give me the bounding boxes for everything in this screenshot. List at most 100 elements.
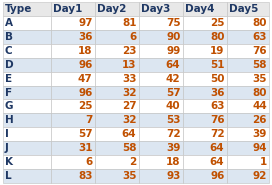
Bar <box>139 141 183 155</box>
Bar <box>95 141 139 155</box>
Bar <box>3 58 51 72</box>
Text: 27: 27 <box>122 101 137 111</box>
Bar <box>51 44 95 58</box>
Bar <box>139 113 183 127</box>
Bar <box>227 113 269 127</box>
Text: 25: 25 <box>210 18 224 28</box>
Text: 36: 36 <box>210 88 224 97</box>
Bar <box>95 44 139 58</box>
Text: 35: 35 <box>253 74 267 84</box>
Bar <box>3 16 51 30</box>
Bar <box>227 141 269 155</box>
Text: 92: 92 <box>253 171 267 181</box>
Text: 32: 32 <box>122 115 137 125</box>
Text: Day4: Day4 <box>185 4 214 14</box>
Bar <box>3 85 51 100</box>
Text: 64: 64 <box>122 129 137 139</box>
Text: H: H <box>5 115 14 125</box>
Text: 64: 64 <box>210 143 224 153</box>
Bar <box>227 85 269 100</box>
Text: Day5: Day5 <box>229 4 258 14</box>
Text: 57: 57 <box>166 88 180 97</box>
Bar <box>227 169 269 183</box>
Bar <box>95 30 139 44</box>
Bar <box>227 72 269 85</box>
Text: 81: 81 <box>122 18 137 28</box>
Bar <box>183 44 227 58</box>
Text: F: F <box>5 88 12 97</box>
Text: 35: 35 <box>122 171 137 181</box>
Text: Day2: Day2 <box>97 4 126 14</box>
Text: 53: 53 <box>166 115 180 125</box>
Text: 31: 31 <box>78 143 92 153</box>
Text: 23: 23 <box>122 46 137 56</box>
Bar <box>183 141 227 155</box>
Bar <box>51 16 95 30</box>
Bar <box>227 127 269 141</box>
Text: 25: 25 <box>78 101 92 111</box>
Text: 96: 96 <box>210 171 224 181</box>
Text: 18: 18 <box>166 157 180 167</box>
Text: 1: 1 <box>260 157 267 167</box>
Bar <box>95 100 139 113</box>
Text: 64: 64 <box>166 60 180 70</box>
Bar <box>183 72 227 85</box>
Bar <box>51 85 95 100</box>
Bar <box>183 100 227 113</box>
Bar <box>95 58 139 72</box>
Text: 97: 97 <box>78 18 92 28</box>
Bar <box>139 58 183 72</box>
Text: 76: 76 <box>252 46 267 56</box>
Text: 75: 75 <box>166 18 180 28</box>
Bar <box>139 72 183 85</box>
Bar <box>183 155 227 169</box>
Bar <box>227 16 269 30</box>
Text: 19: 19 <box>210 46 224 56</box>
Text: 40: 40 <box>166 101 180 111</box>
Bar <box>51 2 95 16</box>
Text: 83: 83 <box>78 171 92 181</box>
Text: 96: 96 <box>78 88 92 97</box>
Bar <box>139 2 183 16</box>
Bar <box>183 113 227 127</box>
Bar <box>183 169 227 183</box>
Text: 26: 26 <box>253 115 267 125</box>
Text: 32: 32 <box>122 88 137 97</box>
Text: 50: 50 <box>210 74 224 84</box>
Bar <box>95 85 139 100</box>
Text: 44: 44 <box>252 101 267 111</box>
Bar <box>95 113 139 127</box>
Text: 72: 72 <box>166 129 180 139</box>
Text: 47: 47 <box>78 74 92 84</box>
Bar <box>183 85 227 100</box>
Text: 42: 42 <box>166 74 180 84</box>
Text: 96: 96 <box>78 60 92 70</box>
Bar <box>183 2 227 16</box>
Text: 94: 94 <box>253 143 267 153</box>
Text: D: D <box>5 60 14 70</box>
Bar <box>139 127 183 141</box>
Text: 76: 76 <box>210 115 224 125</box>
Text: 39: 39 <box>166 143 180 153</box>
Text: 58: 58 <box>253 60 267 70</box>
Bar <box>95 2 139 16</box>
Bar <box>183 58 227 72</box>
Text: L: L <box>5 171 11 181</box>
Text: 36: 36 <box>78 32 92 42</box>
Text: B: B <box>5 32 13 42</box>
Bar <box>227 100 269 113</box>
Bar <box>139 155 183 169</box>
Bar <box>3 113 51 127</box>
Text: G: G <box>5 101 13 111</box>
Bar <box>51 58 95 72</box>
Text: 64: 64 <box>210 157 224 167</box>
Bar <box>227 44 269 58</box>
Bar <box>51 30 95 44</box>
Text: C: C <box>5 46 13 56</box>
Text: 90: 90 <box>166 32 180 42</box>
Bar <box>51 113 95 127</box>
Bar <box>227 155 269 169</box>
Text: 80: 80 <box>253 18 267 28</box>
Text: 7: 7 <box>85 115 92 125</box>
Text: 63: 63 <box>253 32 267 42</box>
